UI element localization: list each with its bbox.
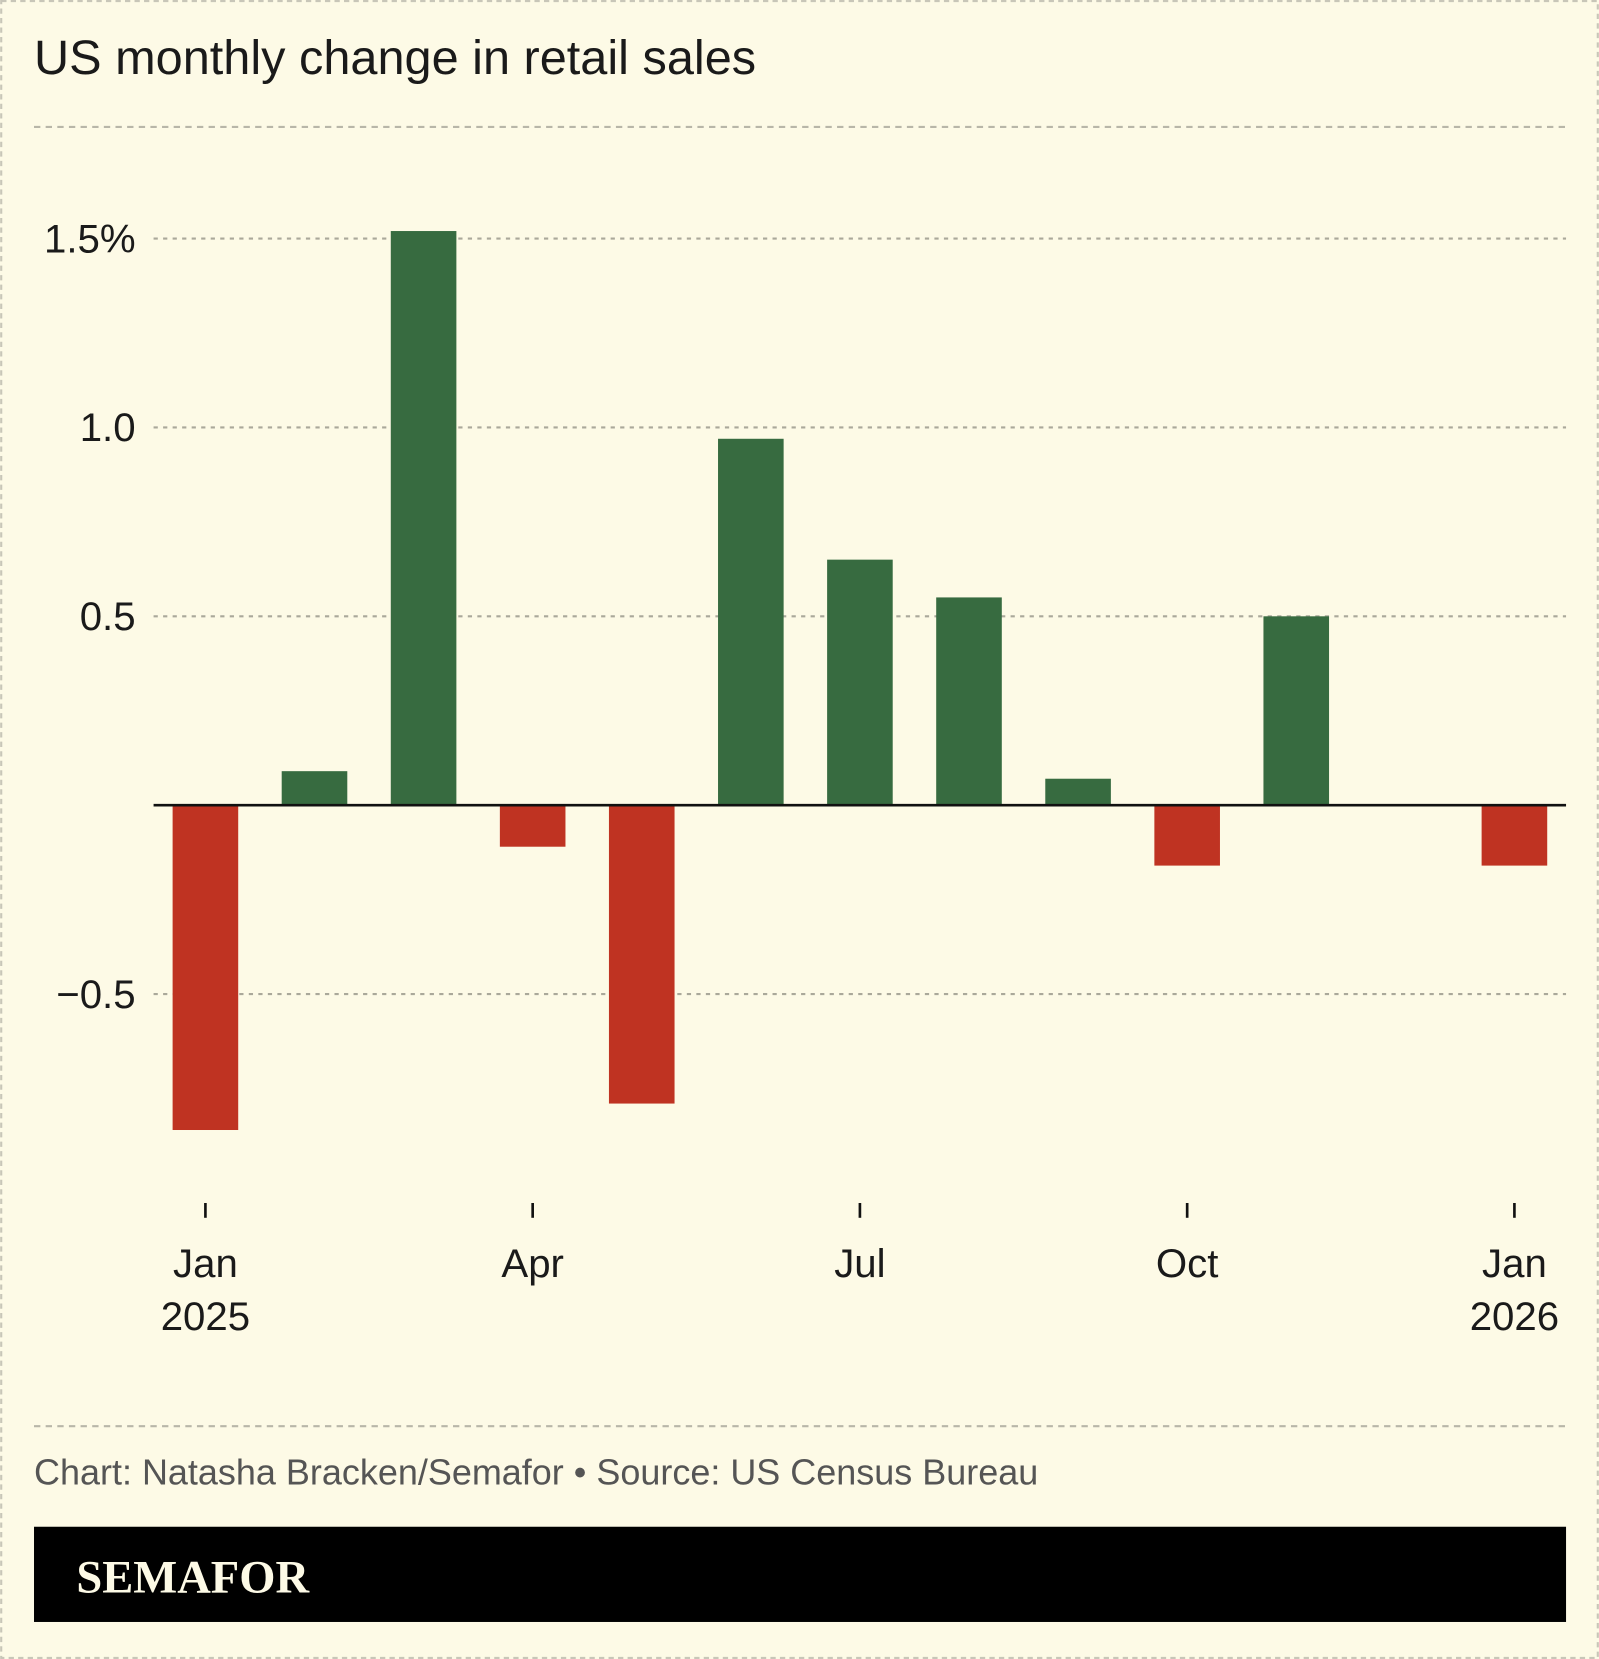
x-tick-label: Jan: [1482, 1241, 1547, 1286]
logo-bar: [34, 1526, 1567, 1622]
x-tick-label: Apr: [501, 1241, 564, 1286]
y-tick-label: 1.0: [80, 405, 136, 450]
x-tick-label: Jul: [834, 1241, 885, 1286]
y-tick-label: −0.5: [56, 972, 135, 1017]
bar-nov-2025: [1263, 616, 1330, 806]
bar-oct-2025: [1154, 805, 1220, 866]
bar-jan-2026: [1481, 805, 1548, 866]
bar-aug-2025: [936, 597, 1002, 806]
semafor-logo: SEMAFOR: [76, 1552, 310, 1603]
chart-title: US monthly change in retail sales: [34, 31, 756, 85]
y-tick-label: 1.5%: [44, 216, 136, 261]
bar-feb-2025: [281, 771, 348, 806]
source-credit: Chart: Natasha Bracken/Semafor • Source:…: [34, 1451, 1038, 1492]
bar-sep-2025: [1045, 778, 1111, 806]
y-tick-label: 0.5: [80, 594, 136, 639]
bar-may-2025: [608, 805, 675, 1104]
x-tick-label: Oct: [1156, 1241, 1219, 1286]
bar-jun-2025: [718, 438, 784, 806]
x-tick-label: Jan: [173, 1241, 238, 1286]
x-tick-year: 2026: [1470, 1294, 1559, 1339]
x-tick-year: 2025: [161, 1294, 250, 1339]
bar-jul-2025: [827, 559, 893, 806]
bar-apr-2025: [499, 805, 566, 847]
bar-jan-2025: [172, 805, 239, 1131]
bar-mar-2025: [390, 231, 457, 806]
